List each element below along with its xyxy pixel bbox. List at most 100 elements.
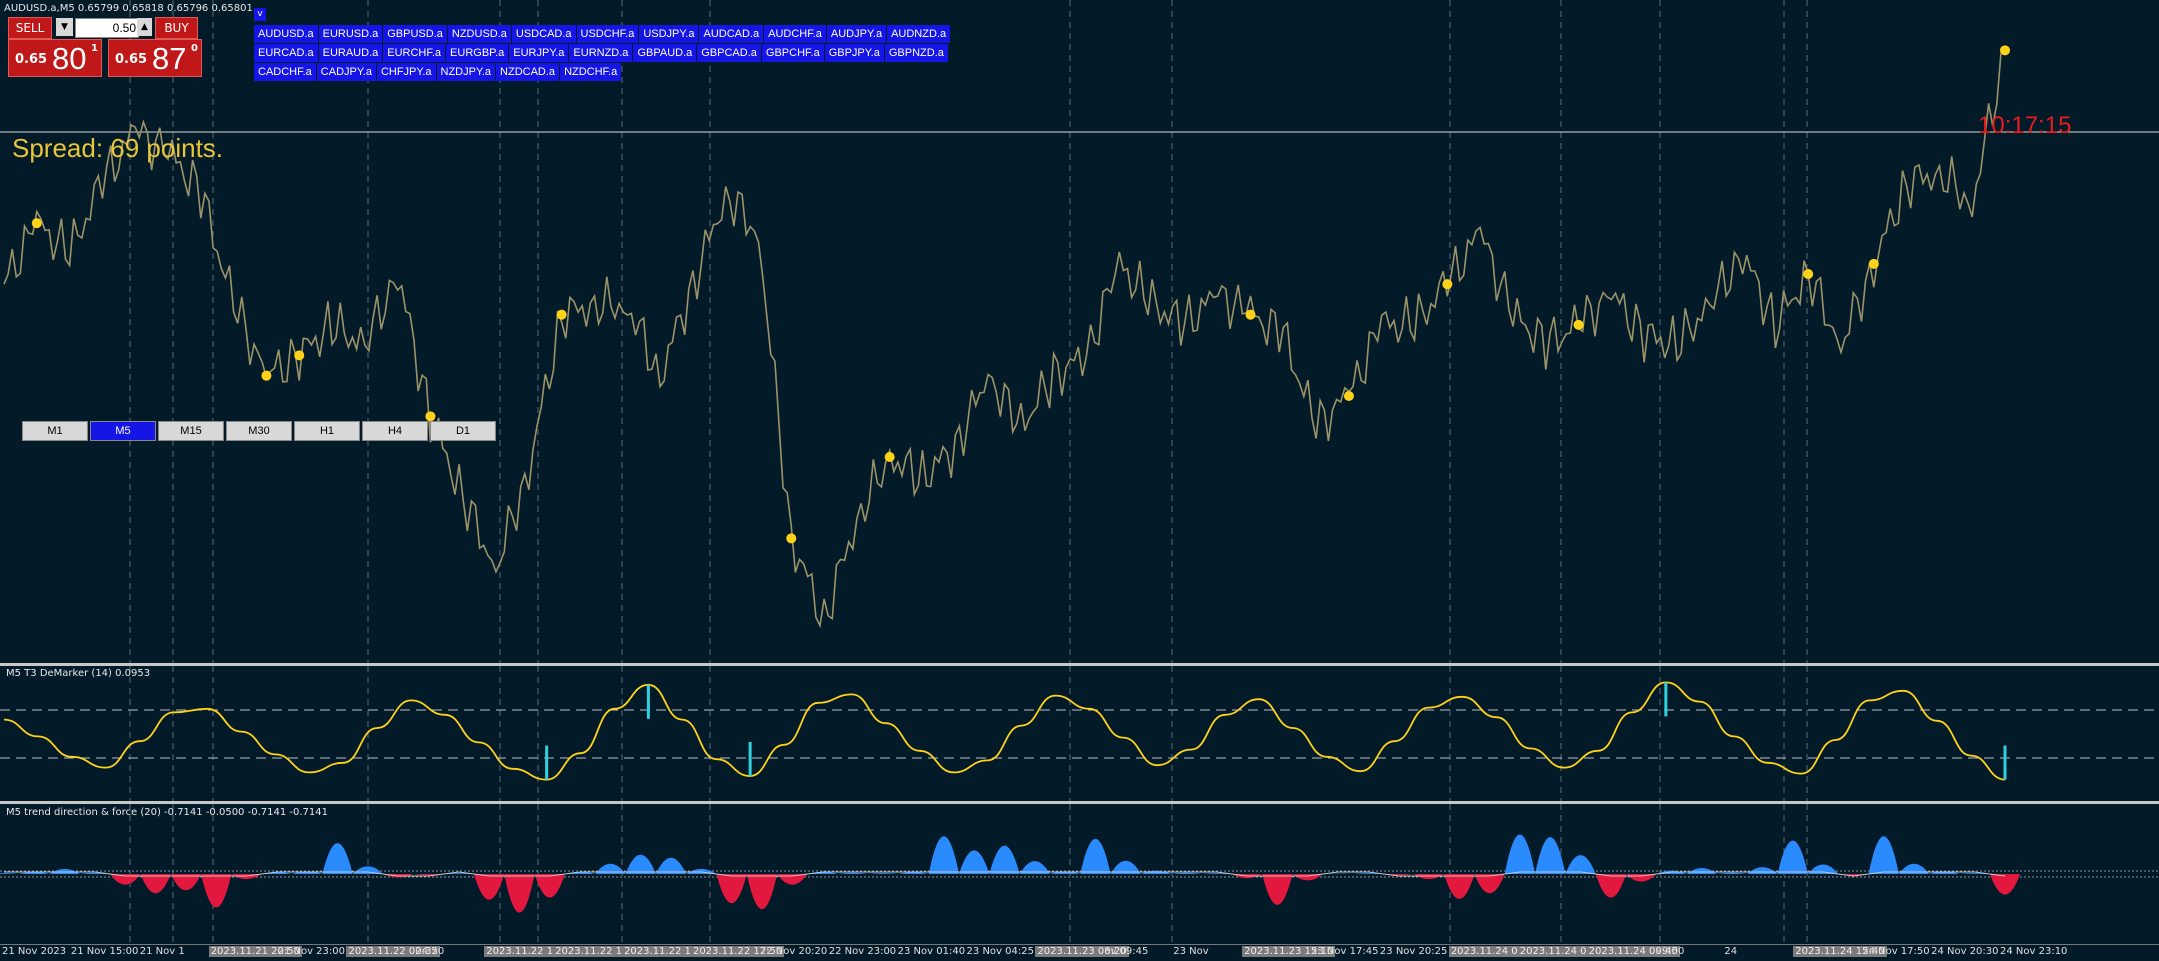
trend-up-area: [353, 866, 383, 874]
time-axis-label: 24 Nov 23:10: [2000, 946, 2067, 957]
time-axis-label: 04:20: [415, 946, 444, 957]
symbol-button[interactable]: NZDCHF.a: [560, 63, 621, 81]
symbol-button[interactable]: GBPNZD.a: [885, 44, 948, 62]
timeframe-button-m30[interactable]: M30: [226, 421, 292, 441]
price-line: [4, 50, 2005, 625]
demarker-indicator-panel[interactable]: M5 T3 DeMarker (14) 0.0953: [0, 666, 2159, 801]
symbol-list-toggle[interactable]: v: [254, 8, 266, 21]
time-axis-label: 24: [1724, 946, 1737, 957]
swing-point-marker: [425, 411, 435, 421]
trend-up-area: [1869, 836, 1899, 874]
trend-up-area: [1171, 873, 1201, 874]
trend-up-area: [1808, 865, 1838, 874]
symbol-button[interactable]: USDJPY.a: [639, 25, 698, 43]
time-axis-label: 23 Nov 20:25: [1380, 946, 1447, 957]
ask-price-main: 87: [152, 41, 186, 77]
trend-down-area: [535, 874, 565, 898]
lot-size-input[interactable]: [75, 18, 139, 38]
time-axis-label: 21 Nov 15:00: [71, 946, 138, 957]
timeframe-button-m1[interactable]: M1: [22, 421, 88, 441]
trend-down-area: [201, 874, 231, 907]
symbol-button[interactable]: AUDNZD.a: [887, 25, 950, 43]
symbol-button[interactable]: EURNZD.a: [569, 44, 632, 62]
symbol-button[interactable]: CADCHF.a: [254, 63, 316, 81]
trend-up-area: [898, 872, 928, 874]
bid-price-main: 80: [52, 41, 86, 77]
time-axis-label: 23 Nov: [1173, 946, 1208, 957]
symbol-button[interactable]: CADJPY.a: [317, 63, 376, 81]
timeframe-button-m5[interactable]: M5: [90, 421, 156, 441]
time-axis-label: 21 Nov 23:00: [278, 946, 345, 957]
time-axis-label: 23 Nov 01:40: [898, 946, 965, 957]
symbol-button[interactable]: GBPUSD.a: [383, 25, 447, 43]
price-chart-canvas[interactable]: [0, 0, 2159, 663]
swing-point-marker: [557, 310, 567, 320]
trend-down-area: [1990, 874, 2020, 895]
symbol-row: CADCHF.a CADJPY.a CHFJPY.a NZDJPY.a NZDC…: [254, 63, 951, 81]
swing-point-marker: [1442, 279, 1452, 289]
symbol-button[interactable]: NZDUSD.a: [448, 25, 511, 43]
trend-down-area: [1262, 874, 1292, 905]
trend-up-area: [1687, 868, 1717, 874]
symbol-button-grid: AUDUSD.a EURUSD.a GBPUSD.a NZDUSD.a USDC…: [254, 25, 951, 82]
symbol-button[interactable]: AUDUSD.a: [254, 25, 318, 43]
chart-title: AUDUSD.a,M5 0.65799 0.65818 0.65796 0.65…: [4, 3, 253, 14]
symbol-button[interactable]: GBPAUD.a: [633, 44, 696, 62]
trend-up-area: [929, 836, 959, 874]
swing-point-marker: [1869, 259, 1879, 269]
symbol-button[interactable]: GBPJPY.a: [825, 44, 884, 62]
trend-up-area: [989, 846, 1019, 874]
lot-increase-button[interactable]: ▲: [137, 18, 152, 36]
timeframe-button-m15[interactable]: M15: [158, 421, 224, 441]
trend-up-area: [838, 873, 868, 874]
trend-down-area: [1626, 874, 1656, 882]
demarker-line: [4, 682, 2005, 779]
lot-decrease-button[interactable]: ▼: [56, 18, 73, 36]
trend-down-area: [140, 874, 170, 893]
trend-up-area: [1080, 839, 1110, 874]
symbol-button[interactable]: GBPCHF.a: [762, 44, 824, 62]
ask-price-box[interactable]: 0.65 87 0: [108, 39, 202, 77]
symbol-button[interactable]: NZDCAD.a: [496, 63, 559, 81]
symbol-button[interactable]: USDCAD.a: [512, 25, 576, 43]
symbol-button[interactable]: EURUSD.a: [319, 25, 383, 43]
swing-point-marker: [786, 533, 796, 543]
symbol-button[interactable]: GBPCAD.a: [697, 44, 761, 62]
symbol-button[interactable]: CHFJPY.a: [377, 63, 436, 81]
symbol-button[interactable]: AUDJPY.a: [827, 25, 886, 43]
timeframe-button-h4[interactable]: H4: [362, 421, 428, 441]
swing-point-marker: [1574, 320, 1584, 330]
bid-price-prefix: 0.65: [15, 52, 47, 67]
symbol-row: AUDUSD.a EURUSD.a GBPUSD.a NZDUSD.a USDC…: [254, 25, 951, 43]
trend-force-canvas: [0, 804, 2159, 944]
trend-force-indicator-panel[interactable]: M5 trend direction & force (20) -0.7141 …: [0, 804, 2159, 944]
bid-price-box[interactable]: 0.65 80 1: [8, 39, 102, 77]
time-axis-label: 21 Nov 1: [140, 946, 185, 957]
trend-up-area: [626, 855, 656, 874]
ask-price-point: 0: [191, 43, 198, 54]
trend-down-area: [1444, 874, 1474, 899]
sell-button[interactable]: SELL: [8, 17, 52, 39]
price-chart-panel[interactable]: AUDUSD.a,M5 0.65799 0.65818 0.65796 0.65…: [0, 0, 2159, 663]
symbol-button[interactable]: USDCHF.a: [577, 25, 639, 43]
symbol-button[interactable]: EURGBP.a: [446, 44, 508, 62]
trend-up-area: [1505, 835, 1535, 874]
swing-point-marker: [261, 371, 271, 381]
symbol-button[interactable]: EURJPY.a: [509, 44, 568, 62]
symbol-button[interactable]: EURAUD.a: [319, 44, 383, 62]
timeframe-button-d1[interactable]: D1: [430, 421, 496, 441]
trend-down-area: [716, 874, 746, 903]
symbol-button[interactable]: EURCAD.a: [254, 44, 318, 62]
timeframe-button-h1[interactable]: H1: [294, 421, 360, 441]
symbol-button[interactable]: AUDCAD.a: [699, 25, 763, 43]
swing-point-marker: [2000, 45, 2010, 55]
symbol-button[interactable]: NZDJPY.a: [437, 63, 496, 81]
buy-button[interactable]: BUY: [155, 17, 198, 39]
symbol-button[interactable]: AUDCHF.a: [764, 25, 826, 43]
time-axis-label: 24 Nov 17:50: [1862, 946, 1929, 957]
trend-up-area: [1717, 873, 1747, 874]
time-axis-label: 22 Nov 23:00: [829, 946, 896, 957]
symbol-button[interactable]: EURCHF.a: [383, 44, 445, 62]
trend-down-area: [1596, 874, 1626, 898]
